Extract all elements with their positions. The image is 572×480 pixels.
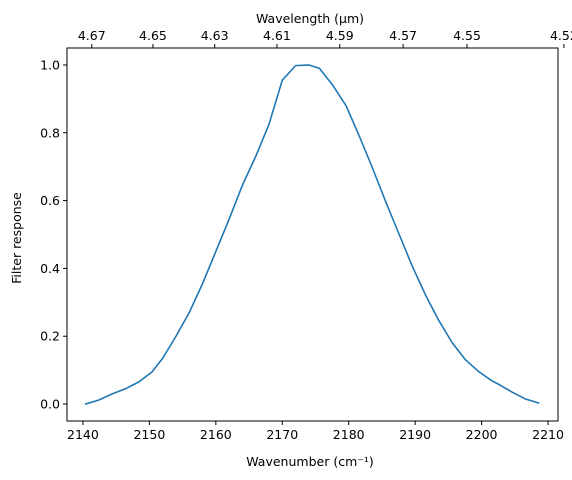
x-tick-label: 2200 (466, 427, 498, 442)
x-tick-label: 2210 (532, 427, 564, 442)
y-tick-label: 0.0 (40, 397, 60, 412)
y-tick-label: 0.4 (40, 261, 60, 276)
y-tick-label: 0.8 (40, 125, 60, 140)
x-axis-label: Wavenumber (cm⁻¹) (246, 454, 373, 469)
x-tick-label: 2190 (399, 427, 431, 442)
top-tick-label: 4.67 (78, 28, 106, 43)
top-tick-label: 4.65 (139, 28, 167, 43)
ticks-layer: 2140 2150 2160 2170 2180 2190 2200 2210 0.0 0.2 0.… (40, 28, 572, 442)
plot-frame (66, 47, 559, 422)
x-tick-label: 2140 (67, 427, 99, 442)
top-axis-label: Wavelength (μm) (256, 11, 364, 26)
top-tick-label: 4.59 (326, 28, 354, 43)
y-tick-label: 1.0 (40, 57, 60, 72)
y-tick-label: 0.2 (40, 329, 60, 344)
y-tick-label: 0.6 (40, 193, 60, 208)
top-tick-label: 4.52 (550, 28, 572, 43)
x-tick-label: 2150 (133, 427, 165, 442)
y-axis-label: Filter response (9, 192, 24, 284)
series-line (84, 64, 540, 405)
top-tick-label: 4.55 (453, 28, 481, 43)
series-layer (84, 64, 540, 405)
x-tick-label: 2170 (266, 427, 298, 442)
top-tick-label: 4.63 (201, 28, 229, 43)
top-tick-label: 4.61 (263, 28, 291, 43)
top-tick-label: 4.57 (389, 28, 417, 43)
x-tick-label: 2160 (200, 427, 232, 442)
x-tick-label: 2180 (333, 427, 365, 442)
